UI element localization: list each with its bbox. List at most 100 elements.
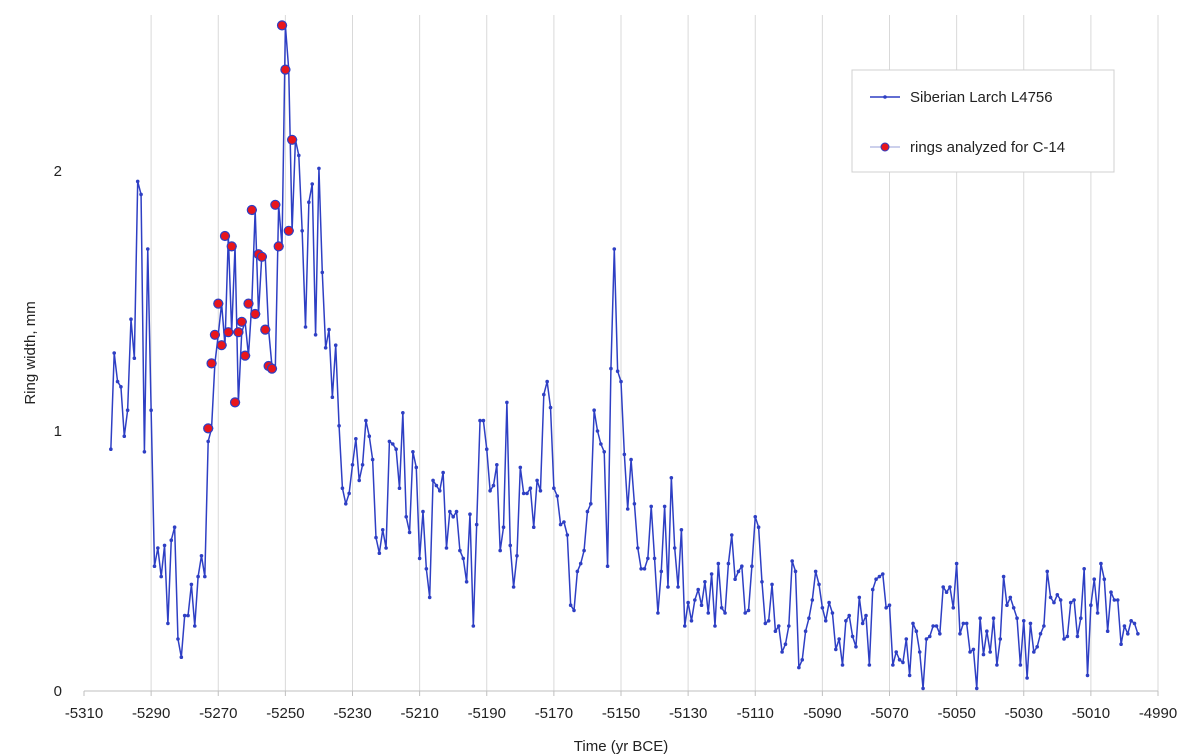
c14-ring-marker <box>273 241 284 252</box>
data-point <box>592 408 596 413</box>
data-point <box>971 647 976 652</box>
data-point <box>672 546 677 550</box>
data-point <box>531 525 536 529</box>
data-point <box>686 600 690 605</box>
data-point <box>682 624 687 628</box>
data-point <box>548 405 553 410</box>
data-point <box>511 585 516 589</box>
data-point <box>521 491 526 496</box>
data-point <box>756 525 761 529</box>
legend-swatch-marker <box>880 142 890 152</box>
data-point <box>602 450 607 454</box>
data-point <box>948 585 952 589</box>
data-point <box>1045 569 1050 574</box>
data-point <box>431 478 435 483</box>
data-point <box>867 663 872 667</box>
data-point <box>1102 577 1107 581</box>
data-point <box>803 629 808 633</box>
c14-ring-marker <box>209 329 220 340</box>
data-point <box>998 637 1003 641</box>
data-point <box>458 548 462 553</box>
data-point <box>857 595 862 600</box>
data-point <box>1025 676 1029 680</box>
data-point <box>897 658 902 662</box>
data-point <box>840 663 845 667</box>
c14-ring-marker <box>240 350 251 361</box>
data-point <box>129 317 133 322</box>
data-point <box>1105 629 1110 633</box>
data-point <box>632 502 637 506</box>
c14-ring-marker <box>226 241 237 252</box>
data-point <box>760 580 764 584</box>
data-point <box>427 595 432 600</box>
data-point <box>340 486 345 491</box>
data-point <box>495 463 499 467</box>
data-point <box>662 504 667 509</box>
data-point <box>904 637 909 641</box>
c14-ring-marker <box>256 251 267 262</box>
y-tick-label: 0 <box>54 683 62 700</box>
x-tick-label: -5050 <box>937 705 975 722</box>
x-tick-labels: -5310 -5290 -5270 -5250 -5230 -5210 -5190 -5170… <box>65 705 1177 722</box>
data-point <box>927 634 932 639</box>
c14-ring-marker <box>219 230 231 242</box>
data-point <box>1092 577 1097 581</box>
data-point <box>629 457 633 462</box>
data-point <box>847 613 852 618</box>
data-point <box>713 624 717 628</box>
data-point <box>995 663 999 667</box>
data-point <box>303 325 308 329</box>
data-point <box>387 439 392 444</box>
data-point <box>471 624 476 628</box>
data-point <box>525 491 529 496</box>
data-point <box>719 606 724 610</box>
data-point <box>907 673 912 678</box>
data-point <box>625 507 630 511</box>
x-tick-label: -5170 <box>535 705 573 722</box>
data-point <box>766 619 771 623</box>
data-point <box>337 424 341 428</box>
data-point <box>1079 616 1083 620</box>
x-tick-label: -5090 <box>803 705 841 722</box>
data-point <box>800 658 805 662</box>
data-point <box>615 369 620 374</box>
data-point <box>313 333 318 337</box>
data-point <box>468 512 472 516</box>
data-point <box>434 483 439 488</box>
data-point <box>797 665 801 670</box>
data-point <box>924 637 929 641</box>
c14-ring-marker <box>213 298 224 309</box>
data-point <box>1068 600 1073 605</box>
data-point <box>985 629 989 633</box>
data-point <box>884 606 888 610</box>
data-point <box>585 509 590 514</box>
data-point <box>384 546 388 550</box>
data-point <box>112 351 117 355</box>
data-point <box>880 572 885 576</box>
data-point <box>790 559 794 563</box>
data-point <box>528 486 533 491</box>
data-point <box>327 327 331 332</box>
c14-ring-marker <box>243 298 254 309</box>
data-point <box>142 450 147 454</box>
data-point <box>374 535 378 540</box>
data-point <box>1072 598 1076 602</box>
data-point <box>1075 634 1080 639</box>
data-point <box>642 567 647 571</box>
data-point <box>454 509 459 514</box>
data-point <box>699 603 704 607</box>
data-point <box>179 655 184 659</box>
data-point <box>679 528 684 532</box>
x-tick-label: -5250 <box>266 705 304 722</box>
data-point <box>646 556 650 561</box>
data-point <box>609 366 613 371</box>
data-point <box>401 411 405 415</box>
data-point <box>149 408 153 413</box>
data-point <box>1095 611 1100 615</box>
data-point <box>877 574 882 579</box>
data-point <box>562 520 566 524</box>
data-point <box>1021 619 1026 623</box>
data-point <box>488 489 492 493</box>
data-point <box>192 624 197 628</box>
data-point <box>125 408 130 413</box>
